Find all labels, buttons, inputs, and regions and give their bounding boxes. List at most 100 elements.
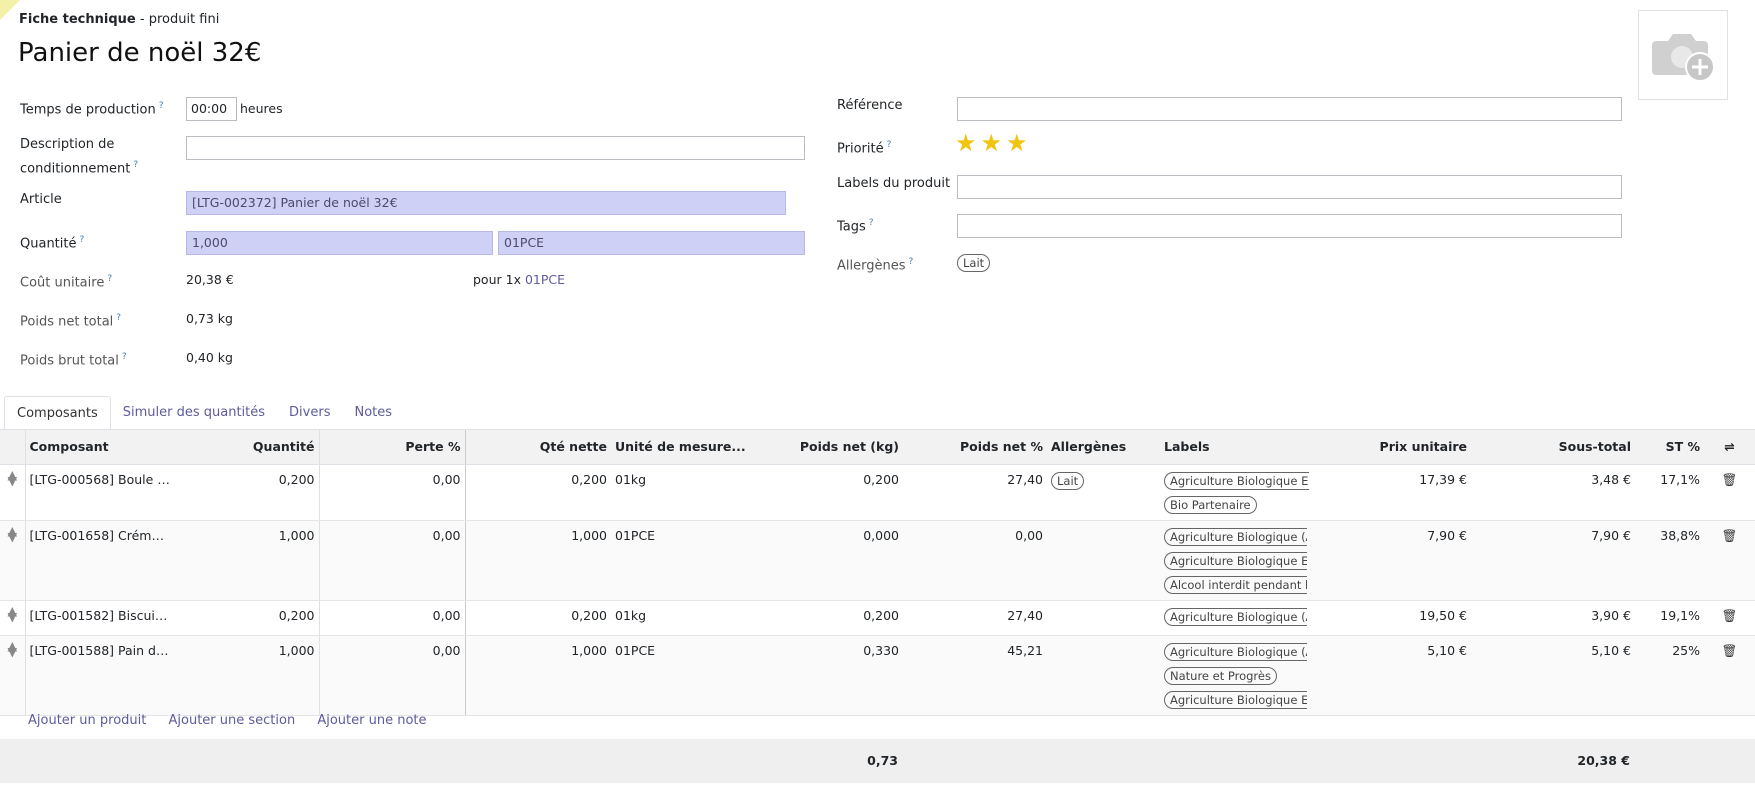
col-uom[interactable]: Unité de mesure... <box>611 430 757 465</box>
table-row[interactable]: ▲ ▼ [LTG-001588] Pain d'é... 1,000 0,00 1… <box>0 635 1755 716</box>
cell-unit-price: 19,50 € <box>1307 600 1471 636</box>
cell-qty[interactable]: 1,000 <box>174 520 319 601</box>
cell-net-qty: 1,000 <box>464 520 611 601</box>
totals-footer <box>0 739 1755 783</box>
quantity-uom-field[interactable]: 01PCE <box>498 231 805 255</box>
col-composant[interactable]: Composant <box>24 430 174 465</box>
cell-subtotal: 5,10 € <box>1471 635 1635 716</box>
notebook-tabs: Composants Simuler des quantités Divers … <box>4 396 404 430</box>
label-tag: Nature et Progrès <box>1164 666 1277 685</box>
col-st-pct[interactable]: ST % <box>1635 430 1704 465</box>
add-product-link[interactable]: Ajouter un produit <box>28 713 147 728</box>
tab-notes[interactable]: Notes <box>354 405 393 420</box>
cell-qty[interactable]: 1,000 <box>174 635 319 716</box>
product-labels-label: Labels du produit <box>837 176 951 191</box>
cell-net-weight: 0,200 <box>757 464 903 521</box>
product-labels-input[interactable] <box>957 175 1622 199</box>
cell-st-pct: 25% <box>1635 635 1704 716</box>
priority-stars[interactable]: ★ ★ ★ <box>955 129 1032 157</box>
trash-icon[interactable]: 🗑 <box>1704 600 1755 636</box>
net-weight-value: 0,73 kg <box>186 311 233 326</box>
unit-cost-label: Coût unitaire? <box>20 274 113 291</box>
quantity-field[interactable]: 1,000 <box>186 231 493 255</box>
col-poids-net[interactable]: Poids net (kg) <box>757 430 903 465</box>
cell-allergens <box>1047 520 1160 601</box>
cell-loss[interactable]: 0,00 <box>318 464 465 521</box>
total-net-weight: 0,73 <box>867 753 898 768</box>
tab-simuler[interactable]: Simuler des quantités <box>122 405 266 420</box>
cell-component[interactable]: [LTG-000568] Boule C... <box>24 464 174 521</box>
label-tag: Agriculture Biologique Eu <box>1164 551 1307 570</box>
col-perte[interactable]: Perte % <box>318 430 465 465</box>
col-poids-net-pct[interactable]: Poids net % <box>903 430 1047 465</box>
cell-component[interactable]: [LTG-001582] Biscuit ... <box>24 600 174 636</box>
cell-net-weight-pct: 45,21 <box>903 635 1047 716</box>
cell-net-weight: 0,000 <box>757 520 903 601</box>
col-quantite[interactable]: Quantité <box>174 430 319 465</box>
allergens-label: Allergènes? <box>837 257 914 274</box>
cell-unit-price: 7,90 € <box>1307 520 1471 601</box>
cell-subtotal: 3,90 € <box>1471 600 1635 636</box>
label-tag: Agriculture Biologique Eu <box>1164 690 1307 709</box>
product-image-upload[interactable] <box>1638 10 1728 100</box>
star-icon[interactable]: ★ <box>980 129 1003 157</box>
camera-plus-icon <box>1652 34 1715 82</box>
cell-uom[interactable]: 01PCE <box>611 520 757 601</box>
reference-label: Référence <box>837 98 903 113</box>
priority-label: Priorité? <box>837 140 892 157</box>
column-settings-icon[interactable]: ⇌ <box>1704 430 1755 465</box>
gross-weight-label: Poids brut total? <box>20 352 127 369</box>
cell-loss[interactable]: 0,00 <box>318 635 465 716</box>
star-icon[interactable]: ★ <box>955 129 977 157</box>
packaging-input[interactable] <box>186 136 805 160</box>
drag-handle-icon[interactable]: ▲ ▼ <box>0 520 25 601</box>
production-time-input[interactable]: 00:00 <box>186 97 237 121</box>
add-note-link[interactable]: Ajouter une note <box>317 713 427 728</box>
col-prix-unitaire[interactable]: Prix unitaire <box>1307 430 1471 465</box>
cell-uom[interactable]: 01kg <box>611 600 757 636</box>
drag-handle-icon[interactable]: ▲ ▼ <box>0 464 25 521</box>
col-allergenes[interactable]: Allergènes <box>1047 430 1160 465</box>
cell-uom[interactable]: 01PCE <box>611 635 757 716</box>
cell-qty[interactable]: 0,200 <box>174 600 319 636</box>
net-weight-label: Poids net total? <box>20 313 122 330</box>
add-section-link[interactable]: Ajouter une section <box>168 713 296 728</box>
cell-uom[interactable]: 01kg <box>611 464 757 521</box>
table-row[interactable]: ▲ ▼ [LTG-001658] Créman... 1,000 0,00 1,0… <box>0 520 1755 601</box>
record-kind: Fiche technique - produit fini <box>19 12 220 27</box>
label-tag: Bio Partenaire <box>1164 495 1257 514</box>
col-labels[interactable]: Labels <box>1160 430 1307 465</box>
cell-component[interactable]: [LTG-001588] Pain d'é... <box>24 635 174 716</box>
allergens-tags: Lait <box>957 254 991 272</box>
unit-cost-per: pour 1x 01PCE <box>473 272 566 287</box>
cell-st-pct: 17,1% <box>1635 464 1704 521</box>
total-subtotal: 20,38 € <box>1577 753 1630 768</box>
table-row[interactable]: ▲ ▼ [LTG-000568] Boule C... 0,200 0,00 0,… <box>0 464 1755 521</box>
col-sous-total[interactable]: Sous-total <box>1471 430 1635 465</box>
label-tag: Agriculture Biologique (A <box>1164 527 1307 546</box>
cell-loss[interactable]: 0,00 <box>318 520 465 601</box>
per-uom-link[interactable]: 01PCE <box>524 272 566 287</box>
drag-handle-icon[interactable]: ▲ ▼ <box>0 635 25 716</box>
reference-input[interactable] <box>957 97 1622 121</box>
col-qte-nette[interactable]: Qté nette <box>464 430 611 465</box>
allergen-tag: Lait <box>1051 471 1085 490</box>
trash-icon[interactable]: 🗑 <box>1704 464 1755 521</box>
table-row[interactable]: ▲ ▼ [LTG-001582] Biscuit ... 0,200 0,00 0… <box>0 600 1755 636</box>
cell-component[interactable]: [LTG-001658] Créman... <box>24 520 174 601</box>
cell-qty[interactable]: 0,200 <box>174 464 319 521</box>
article-field[interactable]: [LTG-002372] Panier de noël 32€ <box>186 191 786 215</box>
star-icon[interactable]: ★ <box>1006 129 1028 157</box>
tab-divers[interactable]: Divers <box>289 405 331 420</box>
cell-loss[interactable]: 0,00 <box>318 600 465 636</box>
cell-unit-price: 5,10 € <box>1307 635 1471 716</box>
tab-composants[interactable]: Composants <box>4 396 111 430</box>
article-label: Article <box>20 192 62 207</box>
gross-weight-value: 0,40 kg <box>186 350 233 365</box>
label-tag: Agriculture Biologique Eu <box>1164 471 1309 490</box>
drag-handle-icon[interactable]: ▲ ▼ <box>0 600 25 636</box>
cell-net-qty: 1,000 <box>464 635 611 716</box>
tags-input[interactable] <box>957 214 1622 238</box>
trash-icon[interactable]: 🗑 <box>1704 520 1755 601</box>
trash-icon[interactable]: 🗑 <box>1704 635 1755 716</box>
